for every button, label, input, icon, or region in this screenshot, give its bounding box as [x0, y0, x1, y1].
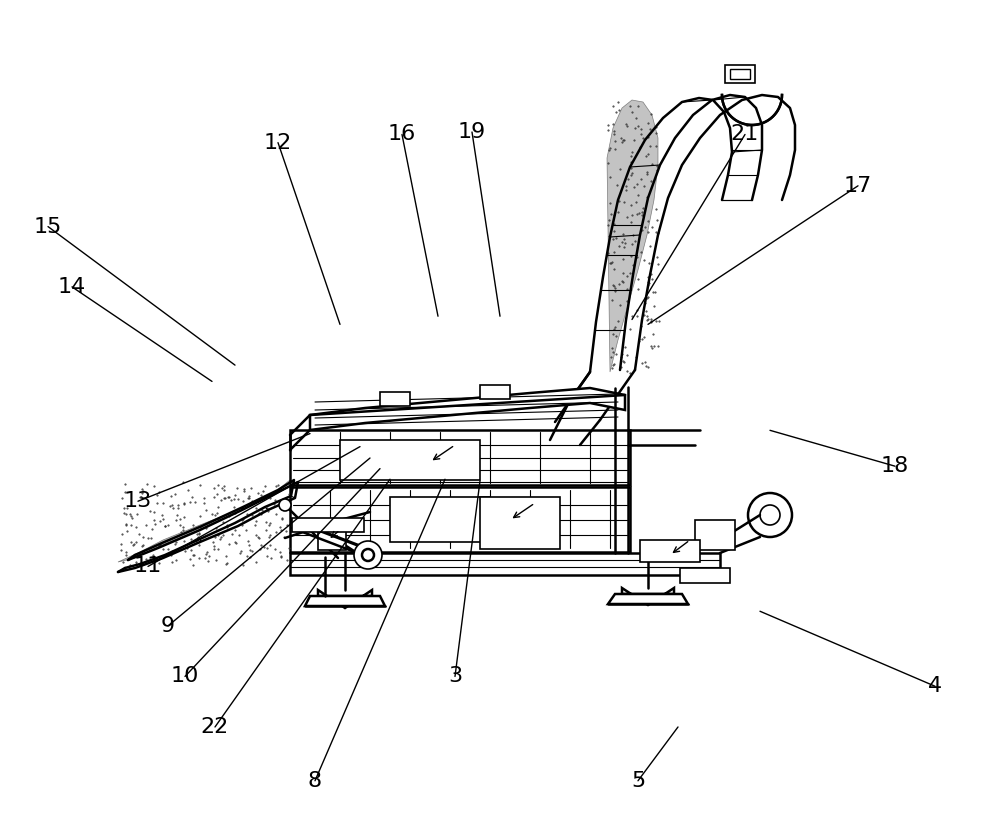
Text: 19: 19 — [458, 122, 486, 142]
Text: 3: 3 — [448, 667, 462, 686]
Text: 21: 21 — [731, 125, 759, 144]
Polygon shape — [118, 480, 291, 562]
Text: 12: 12 — [264, 133, 292, 152]
Circle shape — [354, 541, 382, 569]
Bar — [640, 540, 700, 562]
Polygon shape — [305, 596, 385, 606]
Polygon shape — [608, 594, 688, 604]
Text: 15: 15 — [34, 217, 62, 236]
Circle shape — [279, 499, 291, 511]
Bar — [380, 392, 410, 406]
Bar — [292, 518, 364, 532]
Bar — [725, 65, 755, 83]
Bar — [695, 520, 735, 550]
Circle shape — [748, 493, 792, 537]
Text: 5: 5 — [631, 771, 645, 791]
Text: 14: 14 — [58, 277, 86, 297]
Bar — [730, 69, 750, 79]
Bar — [290, 487, 630, 552]
Text: 22: 22 — [201, 717, 229, 737]
Text: 16: 16 — [388, 125, 416, 144]
Text: 17: 17 — [844, 176, 872, 196]
Bar — [680, 568, 730, 583]
Bar — [340, 440, 480, 480]
Text: 8: 8 — [308, 771, 322, 791]
Bar — [318, 528, 346, 550]
Polygon shape — [310, 388, 625, 430]
Bar — [290, 553, 720, 575]
Polygon shape — [607, 100, 658, 372]
Text: 9: 9 — [161, 616, 175, 636]
Polygon shape — [318, 590, 372, 608]
Bar — [390, 497, 490, 542]
Bar — [480, 497, 560, 549]
Bar — [480, 385, 510, 399]
Polygon shape — [622, 588, 674, 605]
Bar — [290, 430, 630, 485]
Text: 4: 4 — [928, 676, 942, 696]
Text: 11: 11 — [134, 557, 162, 576]
Text: 10: 10 — [171, 667, 199, 686]
Circle shape — [362, 549, 374, 561]
Text: 13: 13 — [124, 491, 152, 511]
Circle shape — [760, 505, 780, 525]
Text: 18: 18 — [881, 456, 909, 476]
